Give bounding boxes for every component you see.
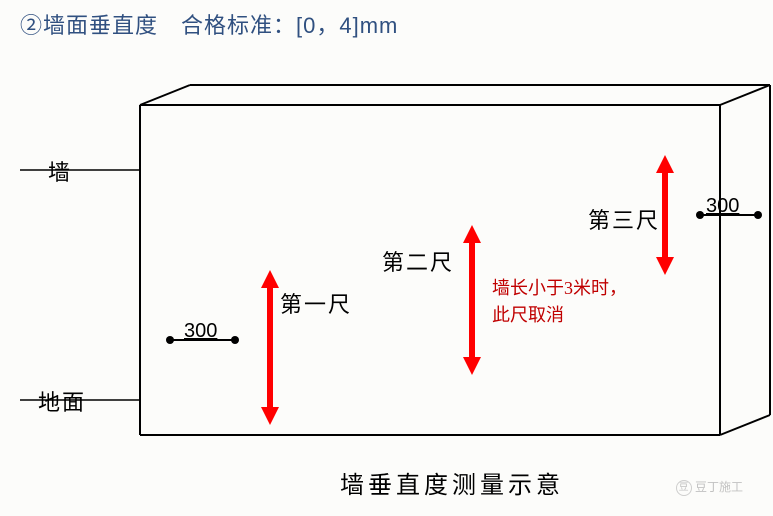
dim-left-dot-inner [231, 336, 239, 344]
diagram-caption: 墙垂直度测量示意 [340, 465, 564, 500]
watermark: 豆 豆丁施工 [676, 478, 743, 496]
dim-right-text: 300 [706, 195, 739, 218]
wall-side-label: 墙 [48, 155, 72, 187]
diagram-svg [0, 55, 773, 516]
ruler3-label: 第三尺 [588, 203, 660, 235]
dim-left-dot-outer [166, 336, 174, 344]
note-line1: 墙长小于3米时， [492, 278, 627, 298]
page-title: ②墙面垂直度 合格标准：[0，4]mm [0, 0, 773, 48]
ground-side-label: 地面 [38, 385, 86, 417]
ruler2-label: 第二尺 [382, 245, 454, 277]
ruler1-label: 第一尺 [280, 287, 352, 319]
cancel-note: 墙长小于3米时， 此尺取消 [492, 275, 627, 329]
dim-left-text: 300 [184, 320, 217, 343]
diagram-canvas: 墙 地面 第一尺 第二尺 第三尺 300 300 墙长小于3米时， 此尺取消 墙… [0, 55, 773, 516]
note-line2: 此尺取消 [492, 305, 564, 325]
dim-right-dot-inner [696, 211, 704, 219]
dim-right-dot-outer [754, 211, 762, 219]
